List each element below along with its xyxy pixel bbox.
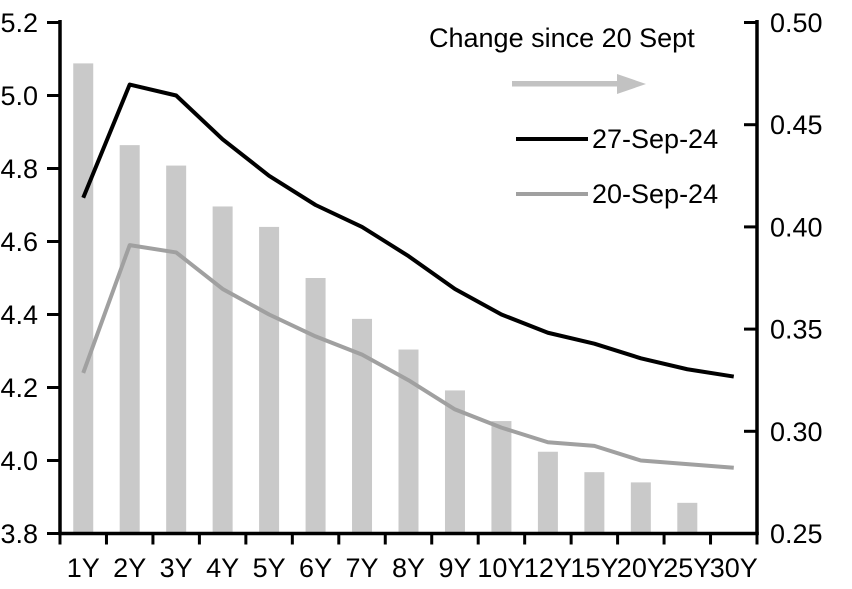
x-axis-label-30y: 30Y xyxy=(710,553,758,583)
legend-line2-label: 20-Sep-24 xyxy=(592,179,719,209)
right-axis-tick-label: 0.25 xyxy=(770,519,823,549)
x-axis-label-10y: 10Y xyxy=(477,553,525,583)
bar-7y xyxy=(352,318,373,534)
left-axis-tick-label: 3.8 xyxy=(0,519,38,549)
left-axis-tick-label: 4.0 xyxy=(0,446,38,476)
right-axis-tick-label: 0.35 xyxy=(770,315,823,345)
left-axis-tick-label: 4.8 xyxy=(0,154,38,184)
right-axis-tick-label: 0.30 xyxy=(770,417,823,447)
right-axis-tick-label: 0.45 xyxy=(770,110,823,140)
x-axis-label-25y: 25Y xyxy=(663,553,711,583)
x-axis-label-5y: 5Y xyxy=(253,553,286,583)
right-axis-tick-label: 0.40 xyxy=(770,212,823,242)
line-20-sep-24 xyxy=(81,243,734,470)
x-axis-label-2y: 2Y xyxy=(113,553,146,583)
legend-bar-label: Change since 20 Sept xyxy=(429,23,695,53)
bar-1y xyxy=(73,63,94,534)
left-axis-tick-label: 4.2 xyxy=(0,373,38,403)
bar-6y xyxy=(305,278,326,534)
left-axis-tick-label: 5.2 xyxy=(0,8,38,38)
bar-25y xyxy=(677,502,698,534)
bar-8y xyxy=(398,349,419,534)
x-axis-label-12y: 12Y xyxy=(524,553,572,583)
x-axis-label-4y: 4Y xyxy=(206,553,239,583)
x-axis-label-3y: 3Y xyxy=(160,553,193,583)
x-axis-label-15y: 15Y xyxy=(570,553,618,583)
x-axis-label-1y: 1Y xyxy=(67,553,100,583)
bar-2y xyxy=(119,145,140,534)
x-axis-label-7y: 7Y xyxy=(346,553,379,583)
bar-4y xyxy=(212,206,233,534)
bar-3y xyxy=(166,165,187,534)
bar-5y xyxy=(259,226,280,534)
x-axis-label-20y: 20Y xyxy=(617,553,665,583)
x-axis-label-9y: 9Y xyxy=(438,553,471,583)
x-axis-label-6y: 6Y xyxy=(299,553,332,583)
legend-change-arrow-head xyxy=(617,74,646,94)
line-27-sep-24 xyxy=(81,82,735,379)
bar-9y xyxy=(444,390,465,534)
legend-change-arrow-shaft xyxy=(512,81,622,87)
bar-12y xyxy=(537,451,558,534)
bar-20y xyxy=(630,482,651,534)
bar-15y xyxy=(584,472,605,534)
left-axis-tick-label: 5.0 xyxy=(0,81,38,111)
left-axis-tick-label: 4.6 xyxy=(0,227,38,257)
left-axis-tick-label: 4.4 xyxy=(0,300,38,330)
bar-10y xyxy=(491,421,512,534)
right-axis-tick-label: 0.50 xyxy=(770,8,823,38)
x-axis-label-8y: 8Y xyxy=(392,553,425,583)
legend-line1-label: 27-Sep-24 xyxy=(592,124,719,154)
